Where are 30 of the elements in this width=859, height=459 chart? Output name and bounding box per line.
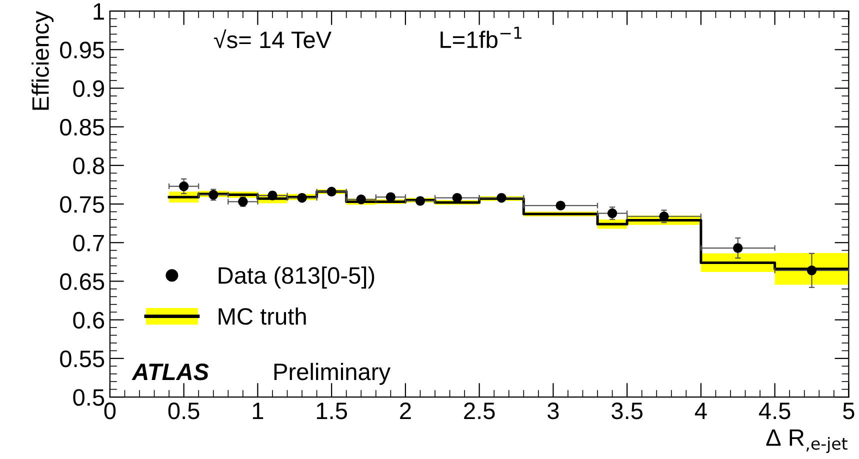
y-tick-label: 0.5 bbox=[73, 389, 104, 406]
y-tick-label: 0.9 bbox=[73, 80, 104, 98]
x-tick-label: 1.5 bbox=[316, 402, 347, 420]
x-axis-title: Δ R$_{,e-jet}$ bbox=[766, 429, 848, 454]
y-tick-label: 0.55 bbox=[60, 350, 104, 368]
x-tick-label: 2 bbox=[400, 402, 411, 420]
annotation: √s= 14 TeV bbox=[214, 29, 332, 48]
x-tick-label: 5 bbox=[843, 402, 854, 420]
x-tick-label: 4.5 bbox=[758, 402, 790, 420]
x-tick-label: 3.5 bbox=[612, 402, 642, 420]
x-tick-label: 0 bbox=[104, 402, 116, 420]
x-tick-label: 4 bbox=[694, 402, 707, 420]
annotation: L=1fb$^{−1}$ bbox=[440, 26, 522, 48]
legend-label: Data (813[0-5]) bbox=[218, 266, 374, 289]
y-tick-label: 0.6 bbox=[73, 312, 104, 329]
annotation: Preliminary bbox=[274, 362, 391, 385]
annotation: ATLAS bbox=[132, 363, 209, 380]
x-tick-label: 3 bbox=[548, 402, 559, 420]
legend-label: MC truth bbox=[218, 307, 306, 325]
y-tick-label: 0.95 bbox=[60, 42, 104, 58]
y-tick-label: 0.85 bbox=[60, 118, 104, 136]
y-axis-title: Efficiency bbox=[32, 11, 54, 110]
x-tick-label: 2.5 bbox=[464, 402, 495, 420]
y-tick-label: 0.65 bbox=[60, 273, 104, 290]
y-tick-label: 1 bbox=[94, 3, 104, 20]
x-tick-label: 1 bbox=[252, 402, 264, 420]
y-tick-label: 0.7 bbox=[73, 234, 104, 252]
x-tick-label: 0.5 bbox=[168, 402, 200, 420]
y-tick-label: 0.75 bbox=[60, 196, 104, 213]
y-tick-label: 0.8 bbox=[73, 157, 104, 174]
